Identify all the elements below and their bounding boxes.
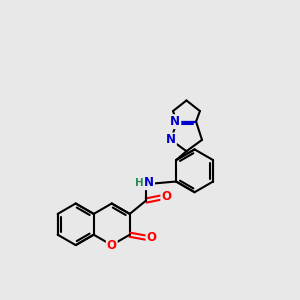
Text: O: O bbox=[146, 231, 156, 244]
Text: O: O bbox=[107, 238, 117, 252]
Text: H: H bbox=[135, 178, 144, 188]
Text: N: N bbox=[144, 176, 154, 189]
Text: N: N bbox=[166, 134, 176, 146]
Text: N: N bbox=[170, 115, 180, 128]
Text: O: O bbox=[161, 190, 171, 202]
